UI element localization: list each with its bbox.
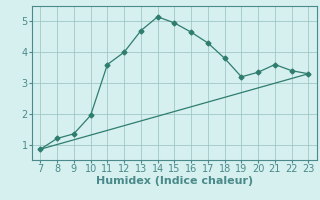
X-axis label: Humidex (Indice chaleur): Humidex (Indice chaleur) [96, 176, 253, 186]
